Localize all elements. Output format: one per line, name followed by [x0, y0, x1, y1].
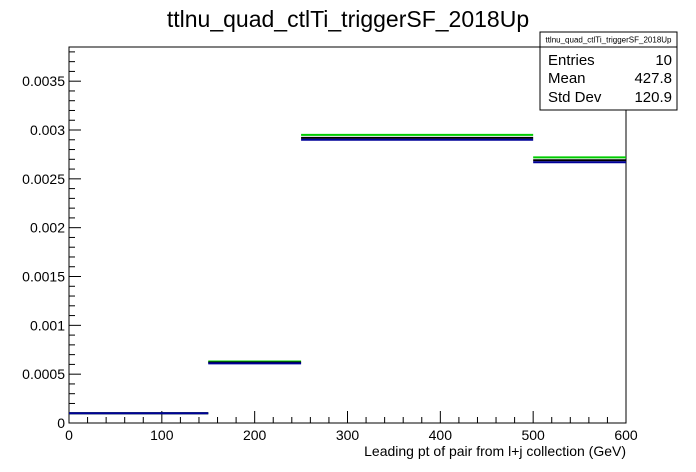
- stats-mean-label: Mean: [548, 70, 586, 87]
- x-axis: 0 100 200 300 400 500 600: [65, 411, 638, 443]
- y-tick-label: 0.0005: [22, 366, 65, 382]
- x-tick-label: 600: [614, 427, 638, 443]
- y-tick-label: 0: [57, 415, 65, 431]
- x-tick-label: 100: [150, 427, 174, 443]
- stats-entries-value: 10: [655, 52, 672, 69]
- x-tick-label: 400: [429, 427, 453, 443]
- x-tick-label: 200: [243, 427, 267, 443]
- stats-stddev-value: 120.9: [634, 89, 672, 106]
- stats-box: ttlnu_quad_ctlTi_triggerSF_2018Up Entrie…: [539, 31, 678, 111]
- y-tick-label: 0.002: [30, 220, 65, 236]
- x-tick-label: 300: [336, 427, 360, 443]
- y-tick-label: 0.003: [30, 122, 65, 138]
- x-tick-label: 500: [521, 427, 545, 443]
- stats-stddev-label: Std Dev: [548, 89, 602, 106]
- chart-title: ttlnu_quad_ctlTi_triggerSF_2018Up: [167, 6, 529, 32]
- x-tick-label: 0: [65, 427, 73, 443]
- y-tick-label: 0.0035: [22, 73, 65, 89]
- stats-box-title: ttlnu_quad_ctlTi_triggerSF_2018Up: [545, 36, 672, 45]
- y-axis: 0 0.0005 0.001 0.0015 0.002 0.0025 0.003 0.0035: [22, 51, 81, 431]
- stats-mean-value: 427.8: [634, 70, 672, 87]
- x-axis-label: Leading pt of pair from l+j collection (…: [364, 443, 626, 459]
- stats-entries-label: Entries: [548, 52, 595, 69]
- y-tick-label: 0.0015: [22, 269, 65, 285]
- y-tick-label: 0.001: [30, 317, 65, 333]
- histogram-series: [69, 133, 626, 415]
- y-tick-label: 0.0025: [22, 171, 65, 187]
